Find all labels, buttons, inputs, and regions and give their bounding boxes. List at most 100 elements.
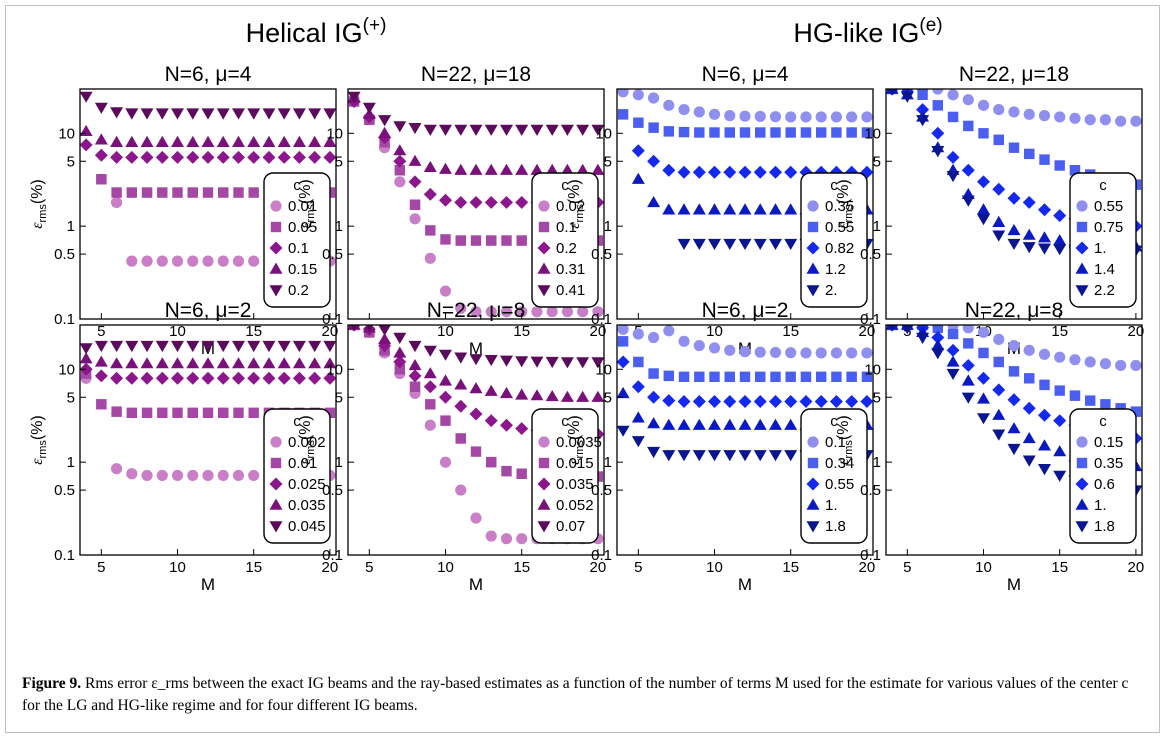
data-point-triangle-up <box>708 418 721 430</box>
legend-marker-triangle-down <box>806 285 820 297</box>
data-point-triangle-up <box>677 418 691 430</box>
data-point-triangle-up <box>323 135 336 147</box>
legend: c 0.02 0.1 0.2 0.31 0.41 <box>531 172 599 308</box>
x-tick-label: 15 <box>513 559 530 576</box>
data-point-circle <box>516 306 528 318</box>
legend-entry-label: 0.01 <box>288 455 317 472</box>
data-markers <box>80 340 336 481</box>
data-point-square <box>978 128 989 139</box>
plot-frame <box>79 88 337 320</box>
data-point-triangle-down <box>323 108 336 120</box>
data-point-triangle-down <box>576 357 590 369</box>
data-point-circle <box>470 512 482 524</box>
data-point-circle <box>663 325 675 337</box>
legend-entry-label: 0.1 <box>825 434 846 451</box>
data-point-triangle-up <box>1038 231 1051 243</box>
legend-entry-label: 0.045 <box>288 518 326 535</box>
data-point-diamond <box>1007 393 1021 407</box>
plot-frame <box>616 88 874 320</box>
legend-entry-label: 1. <box>1094 497 1107 514</box>
data-point-diamond <box>977 175 990 189</box>
data-point-square <box>455 235 466 246</box>
data-point-triangle-down <box>171 108 184 120</box>
data-point-diamond <box>647 390 661 404</box>
legend-marker-square <box>807 221 819 233</box>
data-point-circle <box>647 331 660 344</box>
data-point-triangle-down <box>378 115 392 127</box>
data-point-diamond <box>216 371 230 385</box>
legend-marker-diamond <box>806 477 820 491</box>
legend-entry-label: 1.4 <box>1094 261 1115 278</box>
legend-entry-label: 0.025 <box>288 476 326 493</box>
data-point-diamond <box>423 380 437 394</box>
data-point-diamond <box>308 150 322 164</box>
data-point-circle <box>1023 108 1035 120</box>
data-point-triangle-down <box>1038 243 1051 255</box>
data-point-diamond <box>814 395 828 408</box>
data-point-circle <box>248 255 260 267</box>
y-tick-label: 0.5 <box>591 246 612 263</box>
data-point-circle <box>962 94 974 106</box>
y-tick-label: 0.5 <box>322 246 343 263</box>
data-point-triangle-up <box>262 357 276 369</box>
data-point-diamond <box>308 371 322 385</box>
data-point-circle <box>785 111 797 123</box>
data-point-square <box>724 127 735 138</box>
legend-entry-label: 0.15 <box>288 261 317 278</box>
data-point-triangle-up <box>677 203 691 215</box>
y-tick-label: 0.1 <box>322 547 343 564</box>
data-point-square <box>440 234 451 245</box>
data-point-circle <box>1099 114 1112 126</box>
y-tick-label: 0.5 <box>54 482 75 499</box>
data-point-diamond <box>1053 414 1067 428</box>
data-point-diamond <box>292 150 306 164</box>
data-point-square <box>617 109 629 120</box>
data-point-triangle-down <box>454 124 468 136</box>
data-point-triangle-down <box>393 332 407 344</box>
data-point-square <box>800 127 812 138</box>
caption-label: Figure 9. <box>22 675 82 692</box>
legend-entry-label: 0.052 <box>556 497 594 514</box>
legend-entry-label: 0.1 <box>556 219 577 236</box>
data-point-square <box>187 407 198 418</box>
chart-panel-4: N=22, μ=185101520M0.10.51510εrms(%)c0.55… <box>835 63 1144 358</box>
chart-panel-1: N=6, μ=45101520M0.10.51510εrms(%)c0.010.… <box>29 63 338 358</box>
data-point-triangle-up <box>560 390 574 402</box>
legend-entry-label: 0.15 <box>1094 434 1123 451</box>
data-point-circle <box>724 344 736 356</box>
data-point-diamond <box>110 150 124 164</box>
data-point-circle <box>424 252 436 264</box>
data-point-circle <box>693 106 705 118</box>
data-point-triangle-down <box>186 340 200 353</box>
data-point-triangle-down <box>171 340 184 353</box>
data-point-square <box>663 126 674 137</box>
data-point-diamond <box>1007 191 1021 205</box>
data-point-diamond <box>692 165 706 179</box>
data-point-diamond <box>232 371 245 385</box>
data-point-circle <box>232 255 245 267</box>
data-point-circle <box>932 89 944 95</box>
data-point-triangle-down <box>1022 455 1036 467</box>
data-point-triangle-down <box>232 340 245 353</box>
data-point-circle <box>830 347 843 359</box>
legend-marker-triangle-up <box>537 498 551 510</box>
legend-marker-circle <box>270 436 282 448</box>
data-point-circle <box>769 346 782 358</box>
legend-marker-triangle-down <box>537 285 551 297</box>
data-point-triangle-down <box>378 325 391 336</box>
data-point-square <box>233 407 244 418</box>
figure-frame <box>5 5 1160 733</box>
data-point-triangle-down <box>277 108 291 120</box>
data-point-diamond <box>186 150 200 164</box>
data-point-square <box>1024 373 1035 384</box>
data-point-triangle-up <box>1038 439 1051 451</box>
data-point-triangle-up <box>247 135 261 147</box>
data-point-triangle-up <box>393 346 407 358</box>
data-point-diamond <box>125 150 139 164</box>
data-point-diamond <box>454 399 468 413</box>
data-point-circle <box>126 255 138 267</box>
data-point-triangle-down <box>393 121 407 133</box>
legend: c 0.15 0.35 0.6 1. 1.8 <box>1069 408 1137 544</box>
data-point-circle <box>561 306 574 318</box>
data-point-triangle-up <box>977 203 990 215</box>
